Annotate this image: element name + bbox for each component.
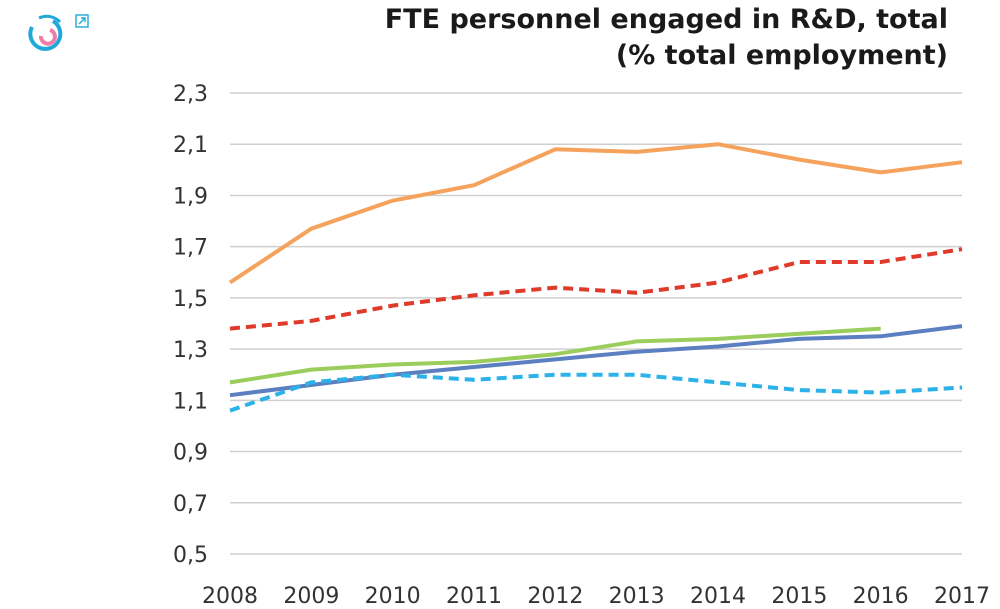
series-line-3: [229, 326, 881, 385]
x-tick-label: 2017: [934, 584, 990, 609]
x-tick-label: 2015: [771, 584, 827, 609]
x-tick-label: 2008: [202, 584, 258, 609]
chart-title: FTE personnel engaged in R&D, total (% t…: [385, 2, 948, 74]
series-line-2: [229, 247, 963, 331]
x-tick-label: 2014: [690, 584, 746, 609]
x-tick-label: 2011: [446, 584, 502, 609]
chart-title-line1: FTE personnel engaged in R&D, total: [384, 4, 948, 35]
series-line-5: [229, 372, 963, 413]
circular-arrows-logo-icon[interactable]: [20, 10, 74, 58]
x-tick-label: 2009: [283, 584, 339, 609]
chart-title-line2: (% total employment): [615, 40, 948, 71]
series-line-4: [229, 324, 963, 398]
y-tick-label: 0,5: [173, 543, 208, 568]
series-line-1: [228, 142, 963, 285]
y-tick-label: 0,9: [173, 441, 208, 466]
x-tick-label: 2012: [527, 584, 583, 609]
y-tick-label: 2,3: [173, 82, 208, 107]
y-tick-label: 1,9: [173, 184, 208, 209]
y-tick-label: 1,3: [173, 338, 208, 363]
external-link-icon[interactable]: [75, 14, 89, 28]
x-tick-label: 2013: [609, 584, 665, 609]
y-tick-label: 1,5: [173, 287, 208, 312]
y-tick-label: 1,7: [173, 236, 208, 261]
y-tick-label: 2,1: [173, 133, 208, 158]
y-tick-label: 0,7: [173, 492, 208, 517]
y-tick-label: 1,1: [173, 389, 208, 414]
x-tick-label: 2016: [853, 584, 909, 609]
x-tick-label: 2010: [365, 584, 421, 609]
